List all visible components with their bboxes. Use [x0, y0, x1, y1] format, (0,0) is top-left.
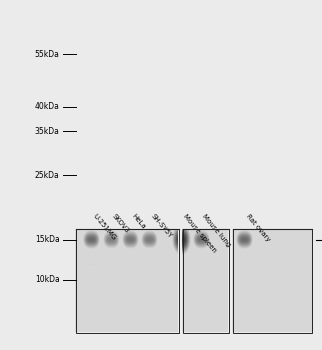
Text: Mouse spleen: Mouse spleen	[182, 213, 217, 254]
Text: 10kDa: 10kDa	[35, 275, 60, 285]
Text: U-251MG: U-251MG	[92, 213, 117, 242]
Text: 40kDa: 40kDa	[35, 102, 60, 111]
Text: 15kDa: 15kDa	[35, 235, 60, 244]
Bar	[183, 229, 229, 332]
Text: SH-SY5Y: SH-SY5Y	[150, 213, 173, 239]
Text: 55kDa: 55kDa	[35, 50, 60, 59]
Text: 35kDa: 35kDa	[35, 127, 60, 136]
Bar	[232, 229, 312, 332]
Text: Rat ovary: Rat ovary	[245, 213, 271, 243]
Text: 25kDa: 25kDa	[35, 170, 60, 180]
Bar	[76, 229, 179, 332]
Text: Mouse lung: Mouse lung	[201, 213, 232, 248]
Text: SKOV3: SKOV3	[111, 213, 130, 235]
Text: HeLa: HeLa	[130, 213, 146, 231]
